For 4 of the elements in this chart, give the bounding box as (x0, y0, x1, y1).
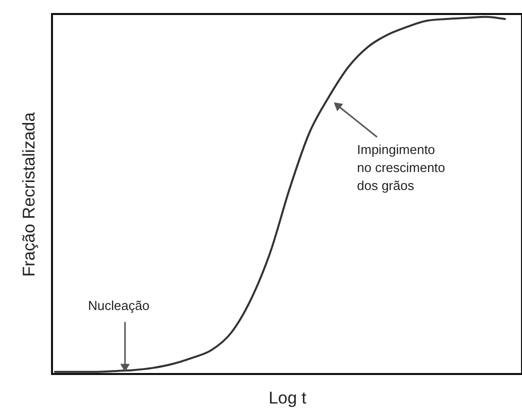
y-axis-title: Fração Recristalizada (20, 112, 38, 277)
x-axis-title: Log t (268, 388, 307, 408)
annotation: Nucleação (88, 298, 150, 313)
annotation: Impingimento no crescimento dos grãos (357, 142, 446, 193)
